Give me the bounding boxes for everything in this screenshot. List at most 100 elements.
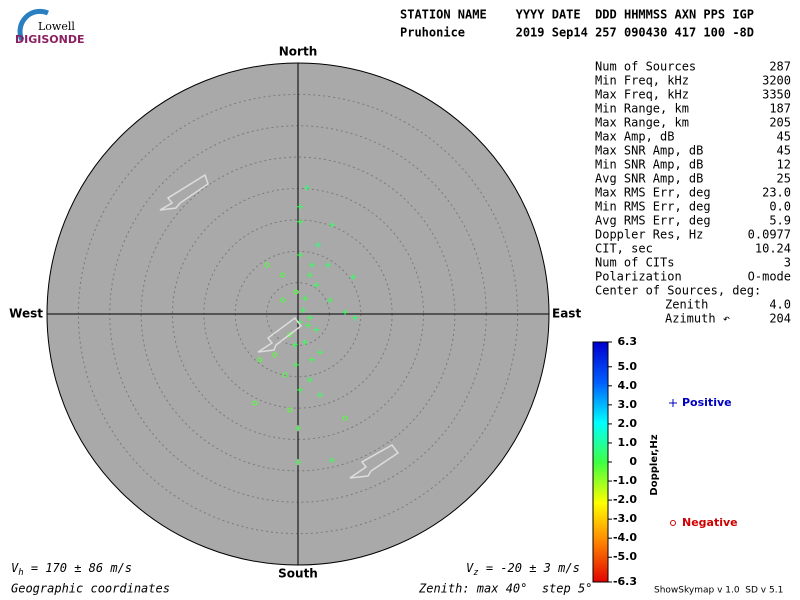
stat-value: 187 [769,102,791,116]
source-point [306,314,313,321]
velocity-arrow [349,444,400,479]
legend-marker [670,520,676,526]
source-point [327,297,334,304]
source-point [316,349,323,356]
colorbar-band [593,570,608,572]
source-point [287,332,293,338]
stat-value: 45 [777,130,791,144]
colorbar-band [593,546,608,548]
direction-label: West [9,307,43,321]
colorbar-band [593,558,608,560]
colorbar-tick-label: -6.3 [613,575,637,588]
legend-label: Positive [682,396,732,409]
vz-label: Vz = -20 ± 3 m/s [466,561,580,578]
colorbar-band [593,434,608,436]
colorbar-band [593,548,608,550]
colorbar-band [593,368,608,370]
colorbar-band [593,534,608,536]
stat-value: 5.9 [769,214,791,228]
stat-label: Min Freq, kHz [595,74,689,88]
colorbar-band [593,572,608,574]
version-label: ShowSkymap v 1.0 SD v 5.1 [654,586,783,596]
colorbar-title: Doppler,Hz [649,434,660,495]
colorbar-tick-label: -3.0 [613,512,637,525]
source-point [287,407,293,413]
colorbar-band [593,556,608,558]
legend-marker [669,399,677,407]
colorbar-band [593,524,608,526]
header-values: Pruhonice 2019 Sep14 257 090430 417 100 … [400,26,754,40]
colorbar-band [593,418,608,420]
source-point [264,262,270,268]
colorbar-band [593,408,608,410]
stat-value: 4.0 [769,298,791,312]
colorbar-band [593,490,608,492]
colorbar-band [593,412,608,414]
source-point [295,425,301,432]
colorbar-band [593,396,608,398]
colorbar-band [593,356,608,358]
colorbar-band [593,388,608,390]
colorbar-band [593,410,608,412]
source-point [296,386,303,393]
coords-label: Geographic coordinates [11,582,170,596]
colorbar-tick-label: 5.0 [618,360,638,373]
source-point [308,356,315,363]
colorbar-band [593,462,608,464]
colorbar-band [593,510,608,512]
colorbar-band [593,458,608,460]
source-point [296,203,303,210]
colorbar-band [593,552,608,554]
source-point [252,400,258,406]
colorbar-band [593,364,608,366]
colorbar-band [593,362,608,364]
colorbar-band [593,360,608,362]
source-point [295,459,301,466]
stat-label: Doppler Res, Hz [595,228,703,242]
colorbar-band [593,550,608,552]
source-point [279,272,285,278]
colorbar-band [593,578,608,580]
colorbar-band [593,354,608,356]
colorbar-band [593,452,608,454]
colorbar-tick-label: -1.0 [613,474,637,487]
colorbar-band [593,484,608,486]
colorbar-band [593,536,608,538]
stat-value: 0.0977 [748,228,791,242]
colorbar-band [593,542,608,544]
source-point [313,326,320,333]
stat-label: Zenith [665,298,708,312]
colorbar-band [593,358,608,360]
colorbar-band [593,342,608,344]
stat-label: Avg SNR Amp, dB [595,172,703,186]
source-point [325,262,332,269]
colorbar-band [593,390,608,392]
colorbar-band [593,472,608,474]
stat-label: Num of Sources [595,60,696,74]
source-point [308,262,315,269]
colorbar-band [593,576,608,578]
colorbar-band [593,530,608,532]
stat-value: 3200 [762,74,791,88]
colorbar-band [593,526,608,528]
colorbar-band [593,502,608,504]
colorbar-band [593,468,608,470]
source-point [300,307,307,314]
stat-label: Max Freq, kHz [595,88,689,102]
colorbar-band [593,350,608,352]
colorbar-band [593,404,608,406]
zenith-label: Zenith: max 40° step 5° [418,582,592,596]
direction-label: North [279,45,317,59]
colorbar-band [593,366,608,368]
source-point [306,272,313,279]
colorbar-band [593,460,608,462]
colorbar-band [593,414,608,416]
colorbar-band [593,478,608,480]
velocity-arrow [257,316,303,353]
colorbar-band [593,492,608,494]
colorbar-band [593,378,608,380]
colorbar-band [593,504,608,506]
colorbar-band [593,346,608,348]
source-point [301,295,308,302]
